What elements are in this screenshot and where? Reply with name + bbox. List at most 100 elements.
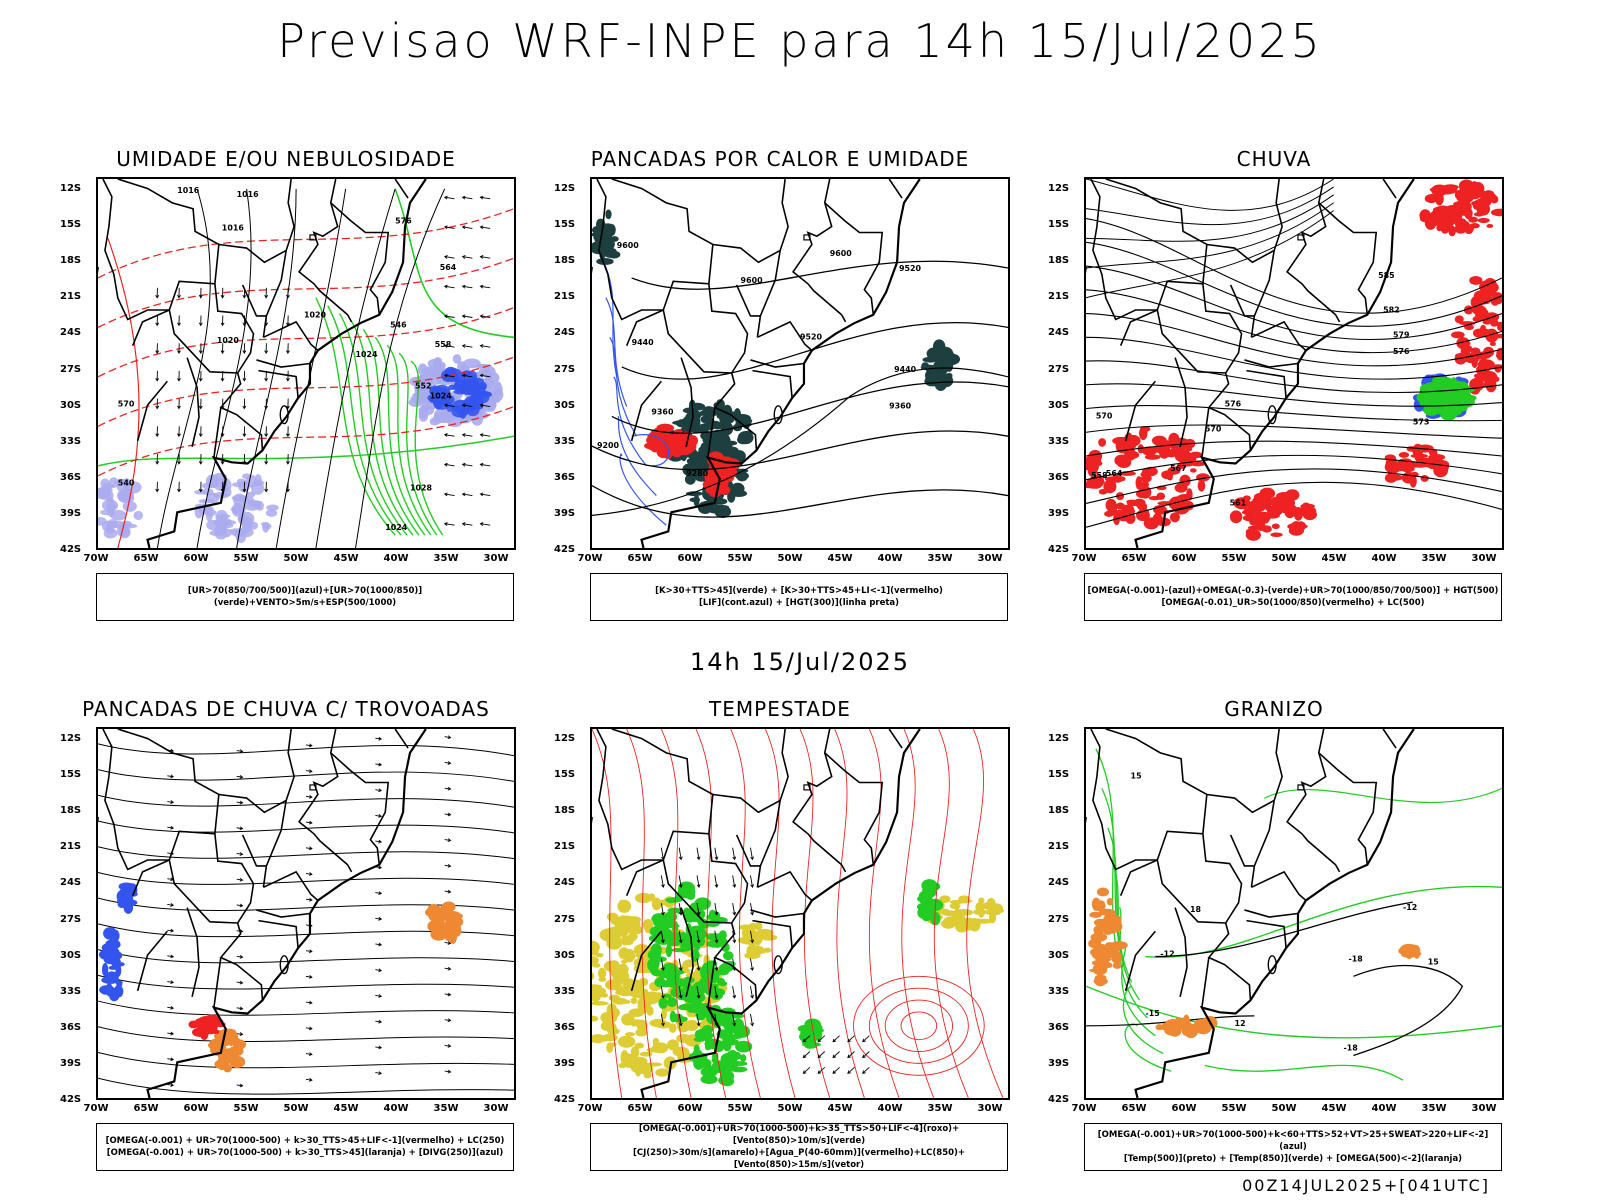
vector-shaft — [236, 853, 243, 855]
vector-head — [732, 911, 737, 916]
shaded-cell — [1451, 331, 1465, 339]
shaded-cell — [952, 916, 967, 926]
latitude-label: 36S — [554, 471, 576, 483]
vector-head — [239, 800, 244, 805]
shaded-cell — [1267, 505, 1281, 518]
border-line — [1229, 834, 1255, 867]
vector-shaft — [660, 986, 664, 998]
shaded-cell — [108, 477, 120, 488]
shaded-cell — [1088, 938, 1102, 949]
vector-shaft — [375, 789, 382, 791]
streamline — [98, 1052, 514, 1069]
wind-vector — [660, 930, 665, 944]
wind-vector — [461, 403, 473, 408]
vector-head — [661, 884, 665, 888]
shaded-cell — [1490, 208, 1502, 217]
latitude-label: 30S — [60, 399, 82, 411]
latitude-label: 33S — [554, 435, 576, 447]
shaded-cell — [255, 500, 264, 511]
border-line — [680, 357, 694, 447]
shaded-cell — [1385, 457, 1393, 471]
shaded-cell — [608, 960, 620, 972]
border-line — [218, 243, 287, 264]
vector-head — [461, 314, 466, 319]
wind-vector — [177, 426, 181, 438]
vector-shaft — [305, 1078, 312, 1081]
vector-head — [286, 488, 290, 493]
shaded-cell — [716, 1029, 734, 1040]
latitude-label: 12S — [1048, 733, 1070, 745]
shaded-cell — [1140, 474, 1152, 483]
forecast-time-label: 14h 15/Jul/2025 — [689, 648, 911, 676]
shaded-cell — [646, 991, 659, 999]
shaded-cell — [600, 992, 609, 998]
shaded-cell — [1099, 963, 1113, 969]
vector-head — [170, 1057, 175, 1062]
wind-vector — [443, 255, 455, 259]
humidity-1000-contour — [327, 305, 402, 536]
vector-head — [696, 967, 701, 972]
shaded-cell — [1436, 187, 1447, 195]
vector-head — [308, 949, 313, 954]
longitude-label: 60W — [677, 1103, 703, 1114]
longitude-label: 60W — [1171, 1103, 1197, 1114]
humidity-1000-contour — [410, 360, 444, 536]
border-line — [1201, 407, 1210, 458]
hgt-500-contour — [1086, 218, 1502, 314]
shaded-cell — [732, 1024, 740, 1035]
rain-shading — [1419, 179, 1502, 237]
vector-shaft — [305, 950, 312, 952]
wind-vector — [696, 847, 701, 861]
shaded-cell — [763, 947, 772, 953]
shaded-cell — [712, 968, 721, 978]
shaded-cell — [463, 358, 481, 369]
vector-head — [714, 939, 719, 944]
divergence-shading — [116, 882, 138, 914]
wind-vector — [817, 1035, 826, 1043]
wind-vector — [750, 847, 754, 861]
border-line — [346, 864, 353, 873]
hgt-500-contour — [1086, 404, 1502, 422]
border-line — [1334, 864, 1341, 873]
vector-shaft — [847, 1035, 855, 1043]
shaded-cell — [222, 487, 232, 497]
vector-head — [220, 322, 225, 327]
contour-label: 570 — [1205, 424, 1222, 433]
vector-shaft — [462, 493, 473, 497]
shaded-cell — [696, 992, 706, 1002]
shaded-cell — [473, 392, 490, 404]
vector-head — [732, 939, 737, 944]
shaded-cell — [927, 368, 935, 382]
streamline — [1086, 179, 1334, 211]
shaded-cell — [652, 1037, 660, 1047]
vector-head — [750, 911, 754, 916]
vector-shaft — [480, 463, 491, 467]
vector-head — [862, 1054, 866, 1059]
vector-head — [479, 344, 484, 348]
vector-shaft — [305, 898, 312, 901]
wind-vector — [220, 426, 225, 438]
vector-head — [461, 373, 466, 378]
shaded-cell — [117, 900, 127, 908]
border-line — [712, 793, 781, 814]
shaded-cell — [592, 1001, 609, 1006]
border-line — [757, 870, 813, 902]
wind-vector — [167, 1057, 175, 1062]
shaded-cell — [1485, 328, 1499, 343]
wind-vector — [479, 225, 491, 230]
vector-head — [479, 522, 484, 526]
vector-head — [264, 294, 269, 299]
shaded-cell — [700, 1066, 718, 1078]
vector-shaft — [660, 1013, 664, 1026]
panel-title: CHUVA — [1236, 147, 1312, 171]
streamline — [98, 794, 514, 808]
streamline — [98, 743, 514, 757]
wind-vector — [375, 891, 383, 895]
wind-vector — [155, 398, 160, 410]
shaded-cell — [1169, 512, 1180, 523]
jet-shading — [923, 895, 1005, 933]
latitude-label: 33S — [554, 985, 576, 997]
border-line — [1285, 729, 1337, 866]
vector-shaft — [444, 993, 451, 996]
